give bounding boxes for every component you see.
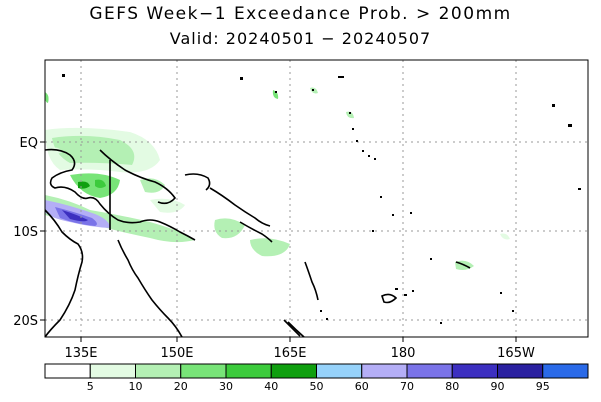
colorbar-swatch (497, 363, 544, 379)
colorbar-label: 20 (174, 380, 188, 393)
islands (62, 74, 581, 324)
map-subtitle: Valid: 20240501 − 20240507 (169, 29, 432, 48)
colorbar-label: 90 (491, 380, 505, 393)
colorbar-swatch (316, 363, 363, 379)
graticule (45, 60, 588, 337)
colorbar-swatch (225, 363, 272, 379)
lat-label-eq: EQ (20, 136, 38, 151)
colorbar-label: 50 (310, 380, 324, 393)
colorbar-legend: 5 10 20 30 40 50 60 70 80 90 95 (44, 363, 589, 393)
coastlines (44, 148, 471, 338)
lat-label-10s: 10S (13, 225, 38, 240)
colorbar-swatch (270, 363, 317, 379)
colorbar-swatch (361, 363, 408, 379)
colorbar-swatch (406, 363, 453, 379)
colorbar-swatch (135, 363, 182, 379)
colorbar-label: 95 (536, 380, 550, 393)
colorbar-label: 5 (87, 380, 94, 393)
colorbar-label: 70 (400, 380, 414, 393)
lat-labels: EQ 10S 20S (13, 136, 38, 329)
plot-frame (44, 59, 589, 338)
colorbar-label: 10 (129, 380, 143, 393)
lat-label-20s: 20S (13, 314, 38, 329)
probability-shading (44, 87, 510, 270)
colorbar-swatch (180, 363, 227, 379)
lon-label-180: 180 (391, 346, 416, 361)
colorbar-swatch (542, 363, 589, 379)
colorbar-swatch (89, 363, 136, 379)
colorbar-label: 30 (219, 380, 233, 393)
colorbar-swatch (451, 363, 498, 379)
lon-label-165w: 165W (497, 346, 535, 361)
colorbar-label: 80 (445, 380, 459, 393)
axis-ticks (40, 141, 517, 342)
lon-label-135e: 135E (64, 346, 97, 361)
colorbar-label: 40 (264, 380, 278, 393)
lon-labels: 135E 150E 165E 180 165W (64, 346, 534, 361)
map-title: GEFS Week−1 Exceedance Prob. > 200mm (89, 4, 512, 24)
lon-label-165e: 165E (273, 346, 306, 361)
colorbar-label: 60 (355, 380, 369, 393)
lon-label-150e: 150E (160, 346, 193, 361)
colorbar-swatch (44, 363, 91, 379)
